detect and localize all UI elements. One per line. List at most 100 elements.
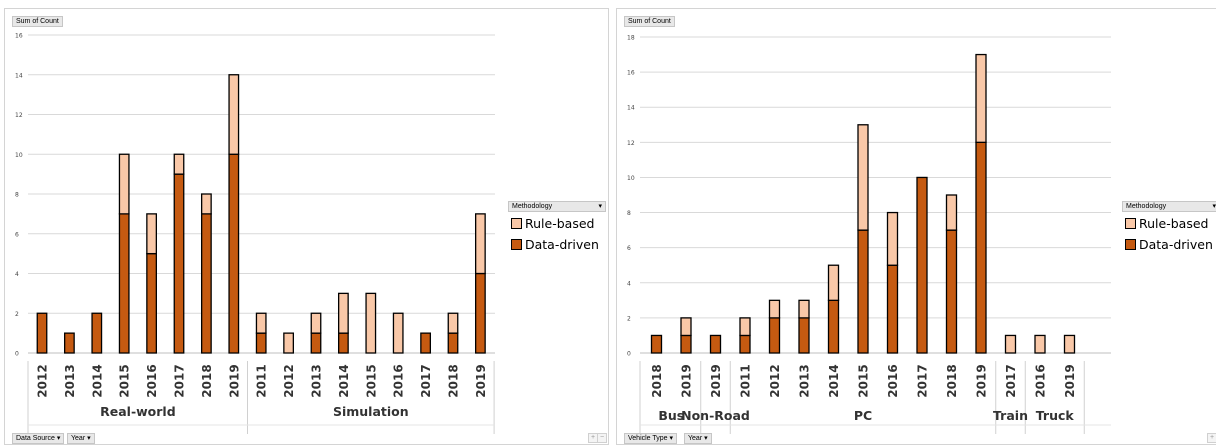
x-tick-label: 2016: [392, 364, 406, 397]
legend-swatch-data-driven: [1125, 239, 1136, 250]
zoom-in-button[interactable]: +: [1207, 433, 1216, 443]
x-tick-label: 2014: [90, 364, 104, 397]
x-tick-label: 2017: [1004, 364, 1018, 397]
group-label: Non-Road: [681, 408, 750, 423]
bar-data-driven-2014: [91, 312, 103, 354]
legend-swatch-rule-based: [1125, 218, 1136, 229]
x-tick-label: 2011: [739, 364, 753, 397]
bar-rule-based-2012: [283, 332, 295, 354]
bar-rule-based-2016: [1034, 334, 1046, 354]
bar-rule-based-2019: [1063, 334, 1076, 354]
bar-data-driven-2019: [474, 272, 486, 354]
x-tick-label: 2013: [310, 364, 324, 397]
x-tick-label: 2012: [36, 364, 50, 397]
legend-field-button[interactable]: Methodology ▾: [508, 201, 606, 212]
chart-panel-data-source: Sum of Count 0 2 4 6 8 10 12 14 16 2012 2013 2014 20…: [4, 8, 609, 445]
value-field-button[interactable]: Sum of Count: [12, 16, 63, 27]
bar-data-driven-2014: [337, 332, 349, 354]
axis-field-label: Year: [71, 435, 86, 442]
y-tick-label: 14: [15, 72, 23, 79]
chevron-down-icon: ▾: [1212, 203, 1216, 210]
legend-label: Rule-based: [1139, 216, 1209, 231]
bar-data-driven-2013: [798, 317, 810, 354]
legend-field-button[interactable]: Methodology ▾: [1122, 201, 1216, 212]
bar-rule-based-2013: [798, 299, 810, 319]
y-tick-label: 10: [627, 175, 635, 182]
y-tick-label: 6: [15, 231, 19, 238]
bar-data-driven-2016: [886, 264, 899, 354]
y-tick-label: 12: [627, 140, 635, 147]
x-tick-label: 2019: [680, 364, 694, 397]
group-label: Real-world: [100, 404, 176, 419]
bar-rule-based-2015: [857, 124, 869, 231]
bar-rule-based-2019: [680, 317, 692, 337]
bar-data-driven-2015: [857, 229, 869, 354]
x-tick-label: 2019: [474, 364, 488, 397]
legend-item-rule-based: Rule-based: [1125, 216, 1208, 231]
y-tick-label: 16: [15, 33, 23, 40]
x-tick-label: 2019: [709, 364, 723, 397]
y-tick-label: 12: [15, 112, 23, 119]
bar-rule-based-2017: [1004, 334, 1017, 354]
bar-rule-based-2018: [447, 312, 459, 334]
x-tick-label: 2019: [227, 364, 241, 397]
legend-item-data-driven: Data-driven: [1125, 237, 1213, 252]
bar-data-driven-2019: [709, 334, 722, 354]
bar-rule-based-2016: [886, 211, 899, 266]
value-field-button[interactable]: Sum of Count: [624, 16, 675, 27]
axis-field-button-year[interactable]: Year ▾: [684, 433, 712, 444]
bar-data-driven-2013: [310, 332, 322, 354]
axis-field-button-data-source[interactable]: Data Source ▾: [12, 433, 65, 444]
legend-field-label: Methodology: [512, 203, 553, 210]
bar-data-driven-2018: [447, 332, 459, 354]
group-label: Train: [993, 408, 1028, 423]
x-tick-label: 2016: [886, 364, 900, 397]
bar-data-driven-2015: [118, 213, 130, 354]
bar-rule-based-2012: [768, 299, 781, 319]
legend-item-rule-based: Rule-based: [511, 216, 594, 231]
y-tick-label: 0: [627, 351, 631, 358]
y-tick-label: 4: [15, 271, 19, 278]
chart-panel-vehicle-type: Sum of Count 0 2 4 6 8 10 12 14 16 18 2018 2019 2019…: [616, 8, 1216, 445]
bar-rule-based-2019: [474, 213, 486, 275]
x-tick-label: 2019: [975, 364, 989, 397]
x-tick-label: 2017: [173, 364, 187, 397]
x-tick-label: 2016: [1034, 364, 1048, 397]
bar-rule-based-2011: [739, 317, 751, 337]
axis-field-button-vehicle-type[interactable]: Vehicle Type ▾: [624, 433, 678, 444]
x-tick-label: 2017: [916, 364, 930, 397]
bar-rule-based-2019: [228, 74, 240, 155]
x-tick-label: 2013: [63, 364, 77, 397]
x-tick-label: 2015: [364, 364, 378, 397]
y-tick-label: 18: [627, 35, 635, 42]
y-tick-label: 6: [627, 245, 631, 252]
x-tick-label: 2018: [447, 364, 461, 397]
bar-data-driven-2017: [420, 332, 432, 354]
x-tick-label: 2018: [200, 364, 214, 397]
bar-data-driven-2012: [36, 312, 48, 354]
axis-field-button-year[interactable]: Year ▾: [67, 433, 95, 444]
y-tick-label: 8: [15, 192, 19, 199]
x-tick-label: 2018: [945, 364, 959, 397]
chart-plot-1: 0 2 4 6 8 10 12 14 16 2012 2013 2014 2015 2016 2017 201…: [15, 33, 495, 434]
legend-swatch-rule-based: [511, 218, 522, 229]
x-tick-label: 2013: [798, 364, 812, 397]
y-tick-label: 2: [15, 311, 19, 318]
bar-rule-based-2013: [310, 312, 322, 334]
bar-rule-based-2015: [118, 153, 130, 215]
bar-data-driven-2019: [228, 153, 240, 354]
bar-data-driven-2011: [739, 334, 751, 354]
bar-data-driven-2019: [680, 334, 692, 354]
legend-swatch-data-driven: [511, 239, 522, 250]
y-tick-label: 8: [627, 210, 631, 217]
zoom-out-button[interactable]: −: [597, 433, 608, 443]
x-tick-label: 2014: [337, 364, 351, 397]
y-tick-label: 10: [15, 152, 23, 159]
bar-data-driven-2018: [650, 334, 663, 354]
bar-rule-based-2015: [365, 292, 377, 354]
group-label: Simulation: [333, 404, 409, 419]
x-tick-label: 2019: [1063, 364, 1077, 397]
x-tick-label: 2014: [827, 364, 841, 397]
bar-data-driven-2012: [768, 317, 781, 354]
bar-rule-based-2014: [827, 264, 840, 301]
